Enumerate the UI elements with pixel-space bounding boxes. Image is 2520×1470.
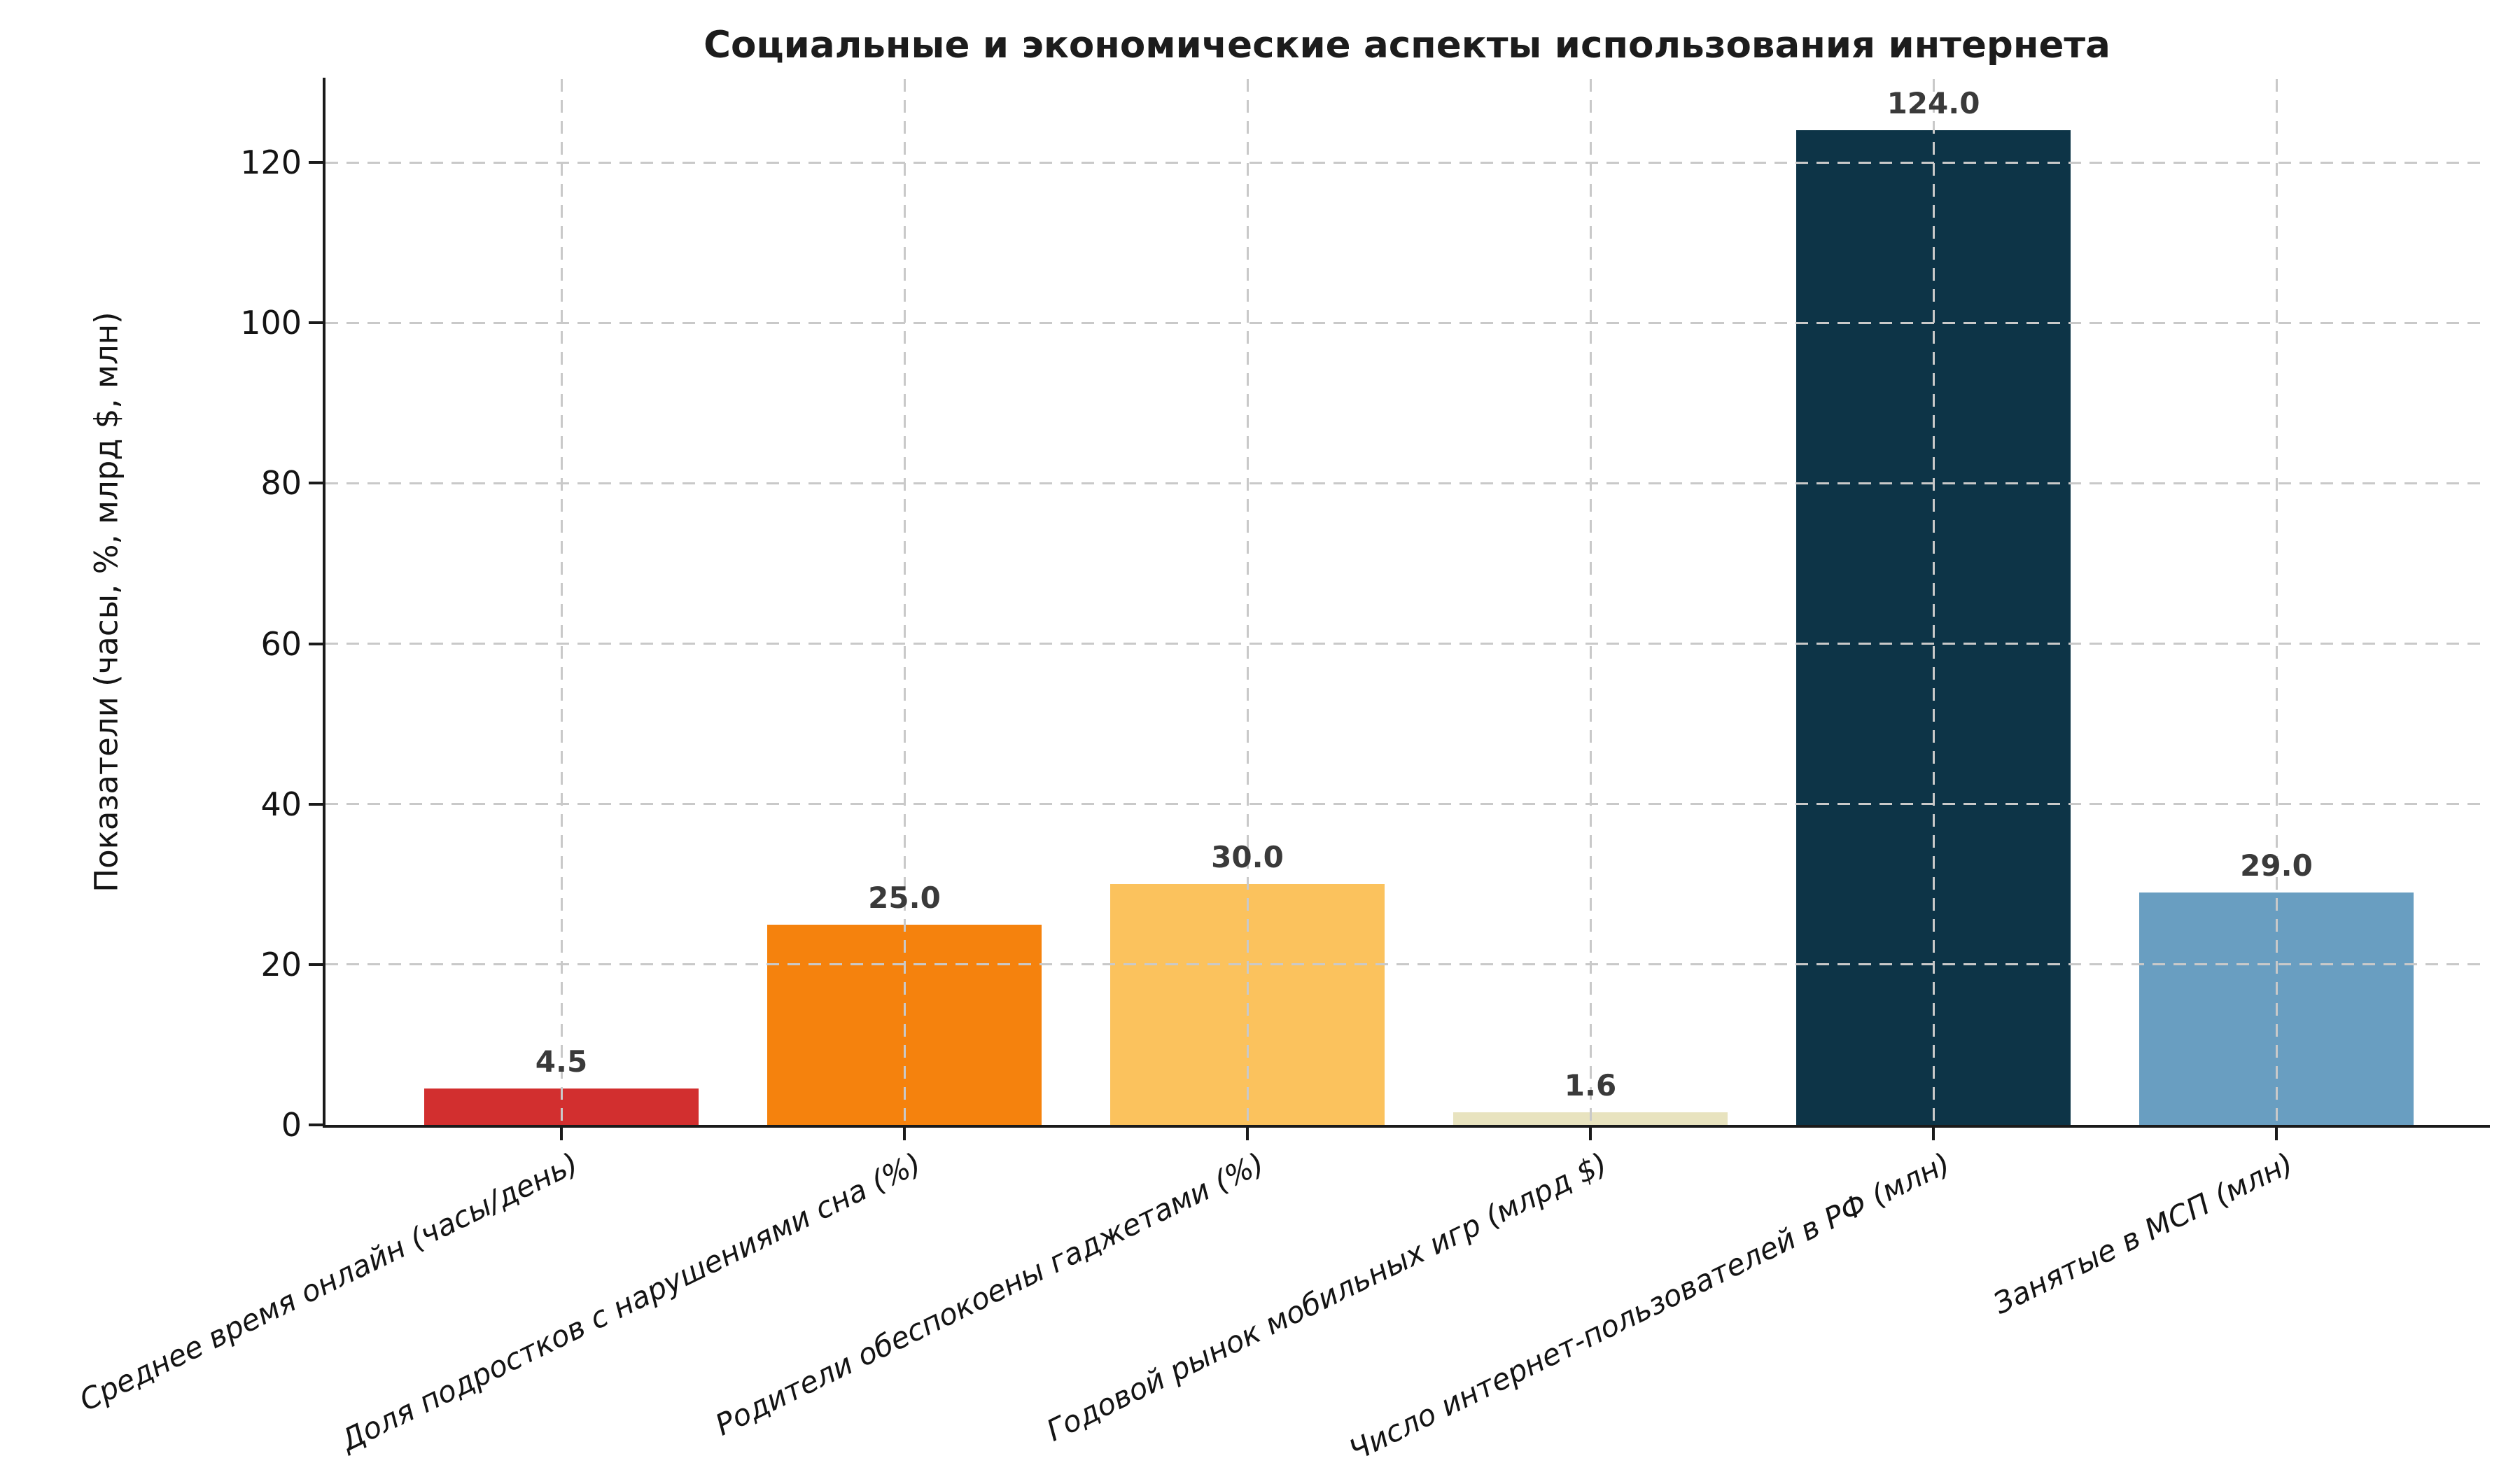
gridline-x-2 bbox=[903, 79, 906, 1125]
x-tick-1 bbox=[560, 1128, 563, 1140]
x-tick-4 bbox=[1589, 1128, 1592, 1140]
x-tick-5 bbox=[1932, 1128, 1935, 1140]
x-tick-label-2: Доля подростков с нарушениями сна (%) bbox=[335, 1146, 927, 1458]
y-tick-40 bbox=[309, 802, 323, 806]
plot-area bbox=[326, 79, 2488, 1125]
gridline-y-120 bbox=[326, 161, 2488, 164]
y-tick-label-20: 20 bbox=[260, 945, 302, 983]
chart-title: Социальные и экономические аспекты испол… bbox=[704, 24, 2110, 66]
gridline-x-4 bbox=[1589, 79, 1592, 1125]
gridline-x-5 bbox=[1932, 79, 1935, 1125]
y-tick-label-80: 80 bbox=[260, 464, 302, 503]
y-tick-label-100: 100 bbox=[240, 304, 302, 342]
x-tick-2 bbox=[903, 1128, 906, 1140]
gridline-y-20 bbox=[326, 963, 2488, 966]
bar-value-label-3: 30.0 bbox=[1211, 840, 1284, 875]
bar-value-label-2: 25.0 bbox=[868, 880, 941, 915]
x-tick-6 bbox=[2275, 1128, 2278, 1140]
gridline-y-60 bbox=[326, 643, 2488, 645]
x-tick-label-3: Родители обеспокоены гаджетами (%) bbox=[710, 1146, 1270, 1443]
y-tick-100 bbox=[309, 321, 323, 325]
x-tick-3 bbox=[1246, 1128, 1249, 1140]
x-axis-spine bbox=[323, 1125, 2490, 1128]
bar-value-label-1: 4.5 bbox=[535, 1044, 588, 1079]
bar-value-label-6: 29.0 bbox=[2240, 848, 2313, 883]
x-tick-label-4: Годовой рынок мобильных игр (млрд $) bbox=[1041, 1146, 1613, 1448]
y-axis-label: Показатели (часы, %, млрд $, млн) bbox=[88, 312, 125, 892]
gridline-x-1 bbox=[560, 79, 563, 1125]
y-tick-60 bbox=[309, 642, 323, 645]
y-tick-0 bbox=[309, 1124, 323, 1126]
x-tick-label-6: Занятые в МСП (млн) bbox=[1987, 1146, 2299, 1321]
y-tick-120 bbox=[309, 161, 323, 164]
y-tick-label-0: 0 bbox=[281, 1106, 302, 1144]
gridline-y-100 bbox=[326, 321, 2488, 324]
y-tick-20 bbox=[309, 962, 323, 966]
gridline-x-3 bbox=[1246, 79, 1249, 1125]
y-tick-label-40: 40 bbox=[260, 785, 302, 823]
y-tick-label-120: 120 bbox=[240, 144, 302, 182]
bar-value-label-5: 124.0 bbox=[1886, 86, 1980, 121]
gridline-y-40 bbox=[326, 803, 2488, 806]
y-axis-spine bbox=[323, 78, 326, 1128]
gridline-x-6 bbox=[2275, 79, 2278, 1125]
y-tick-80 bbox=[309, 482, 323, 485]
gridline-y-80 bbox=[326, 482, 2488, 484]
bar-value-label-4: 1.6 bbox=[1564, 1068, 1617, 1102]
x-tick-label-5: Число интернет-пользователей в РФ (млн) bbox=[1343, 1146, 1956, 1468]
y-tick-label-60: 60 bbox=[260, 624, 302, 663]
